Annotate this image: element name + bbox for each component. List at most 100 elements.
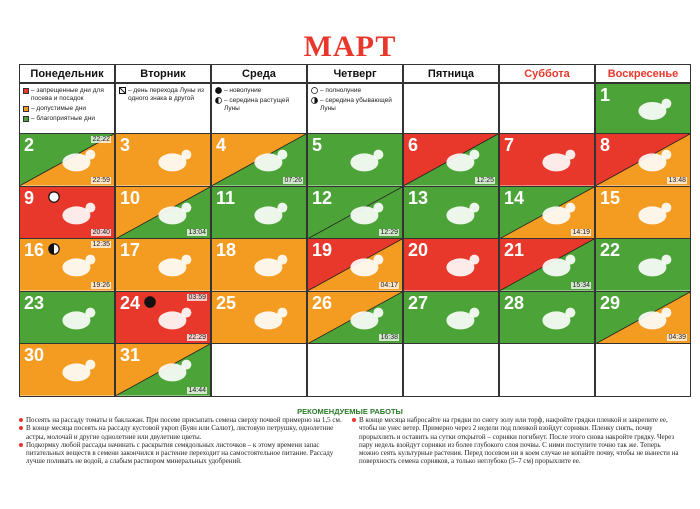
zodiac-icon [565,149,576,160]
section-title: РЕКОМЕНДУЕМЫЕ РАБОТЫ [297,407,403,416]
zodiac-icon [661,98,672,109]
cell [211,343,307,397]
day-number: 22 [600,240,621,261]
time: 03:59 [187,293,207,301]
zodiac-icon [373,202,384,213]
zodiac-icon [85,360,96,371]
weekday: Четверг [307,64,403,83]
cell: 2 22:22 22:59 [19,133,115,187]
cell: 14 14:19 [499,185,595,240]
cell: 26 16:38 [307,290,403,345]
legend-text: – день перехода Луны из одного знака в д… [128,87,204,102]
day-background [212,291,306,344]
day-background [308,134,402,186]
legend-item: – благоприятные дни [23,115,112,123]
time: 07:26 [283,176,303,184]
cell: 15 [595,185,691,240]
zodiac-icon [446,153,475,172]
day-background [596,84,690,133]
legend-item: – полнолуние [311,87,400,95]
day-number: 21 [504,240,525,261]
day-number: 7 [504,135,515,155]
legend-item: – новолуние [215,87,304,95]
paragraph: Подкормку любой рассады начинать с раскр… [19,441,349,466]
time: 20:40 [91,229,111,237]
zodiac-icon [158,363,187,382]
legend-swatch [23,116,29,122]
legend-text: – середина убывающей Луны [320,97,392,112]
day-background [20,186,114,239]
day-background [116,134,210,186]
legend-swatch [23,88,29,94]
cell: 5 [307,133,403,187]
day-background [500,186,594,239]
moon-icon [215,87,222,94]
cell: 30 [19,343,115,397]
moon-outline [311,87,318,94]
day-number: 19 [312,240,333,261]
cell: 29 04:39 [595,290,691,345]
paragraph: В конце месяца набросайте на грядки по с… [352,416,682,466]
moon-half [215,97,219,104]
time: 04:39 [667,334,687,342]
zodiac-icon [638,311,667,330]
day-number: 23 [24,292,45,313]
day-background [404,134,498,186]
day-background [404,239,498,291]
cell: 3 [115,133,211,187]
cell: 31 14:44 [115,343,211,397]
legend: – день перехода Луны из одного знака в д… [119,87,208,105]
zodiac-icon [373,307,384,318]
day-number: 10 [120,187,141,208]
day-number: 27 [408,292,429,313]
day-background [20,291,114,344]
cell [595,343,691,397]
time: 12:29 [379,229,399,237]
time: 22:59 [91,176,111,184]
day-background [596,239,690,291]
cell: 1 [595,83,691,134]
cell: 12 12:29 [307,185,403,240]
weekday: Пятница [403,64,499,83]
day-background [212,134,306,186]
day-background [212,186,306,239]
legend-swatch [23,106,29,112]
zodiac-icon [469,307,480,318]
day-background [500,291,594,344]
weekday: Понедельник [19,64,115,83]
cell: 28 [499,290,595,345]
cell [403,343,499,397]
paragraph: Посеять на рассаду томаты и баклажан. Пр… [19,416,349,424]
day-background [20,344,114,396]
zodiac-icon [638,258,667,277]
zodiac-icon [254,258,283,277]
day-number: 29 [600,292,621,313]
zodiac-icon [446,311,475,330]
legend-text: – допустимые дни [31,105,86,112]
moon [48,243,62,255]
legend-item: – середина убывающей Луны [311,97,400,113]
legend-text: – новолуние [224,87,262,94]
zodiac-icon [254,205,283,224]
zodiac-icon [62,363,91,382]
cell: 21 15:34 [499,238,595,292]
day-background [596,134,690,186]
weekday: Вторник [115,64,211,83]
zodiac-icon [181,254,192,265]
cell: 8 13:48 [595,133,691,187]
legend: – полнолуние – середина убывающей Луны [311,87,400,115]
time: 22:22 [91,136,111,143]
cell: 7 [499,133,595,187]
cell: 9 20:40 [19,185,115,240]
transition-icon [119,87,126,94]
time: 13:48 [667,176,687,184]
day-number: 13 [408,187,429,208]
zodiac-icon [85,254,96,265]
zodiac-icon [565,307,576,318]
cell: – запрещенные дни для посева и посадок – … [19,83,115,134]
zodiac-icon [373,254,384,265]
zodiac-icon [565,254,576,265]
weekday: Среда [211,64,307,83]
cell: 17 [115,238,211,292]
zodiac-icon [661,149,672,160]
